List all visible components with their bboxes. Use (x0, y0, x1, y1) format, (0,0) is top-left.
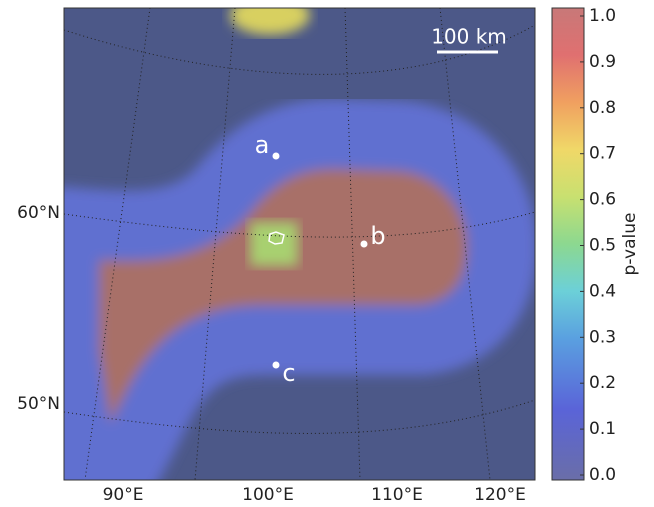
x-label: 100°E (242, 485, 294, 505)
colorbar-tick-label: 1.0 (589, 6, 616, 26)
colorbar-tick-label: 0.9 (589, 52, 616, 72)
colorbar-tick-label: 0.2 (589, 373, 616, 393)
colorbar-tick-label: 0.5 (589, 236, 616, 256)
colorbar (551, 7, 585, 481)
colorbar-label: p-value (620, 213, 640, 276)
scale-bar-label: 100 km (431, 25, 507, 49)
point-label: a (255, 131, 270, 159)
y-label: 50°N (17, 394, 60, 414)
colorbar-tick-label: 0.4 (589, 281, 616, 301)
colorbar-tick-label: 0.3 (589, 327, 616, 347)
colorbar-tick-label: 0.8 (589, 98, 616, 118)
map (64, 8, 535, 480)
colorbar-tick-label: 0.6 (589, 190, 616, 210)
colorbar-tick-label: 0.7 (589, 144, 616, 164)
colorbar-tick-label: 0.1 (589, 419, 616, 439)
point-label: b (370, 222, 385, 250)
x-label: 90°E (103, 485, 144, 505)
point-label: c (282, 359, 295, 387)
colorbar-tick-label: 0.0 (589, 465, 616, 485)
x-label: 110°E (371, 485, 423, 505)
y-label: 60°N (17, 203, 60, 223)
x-label: 120°E (474, 485, 526, 505)
